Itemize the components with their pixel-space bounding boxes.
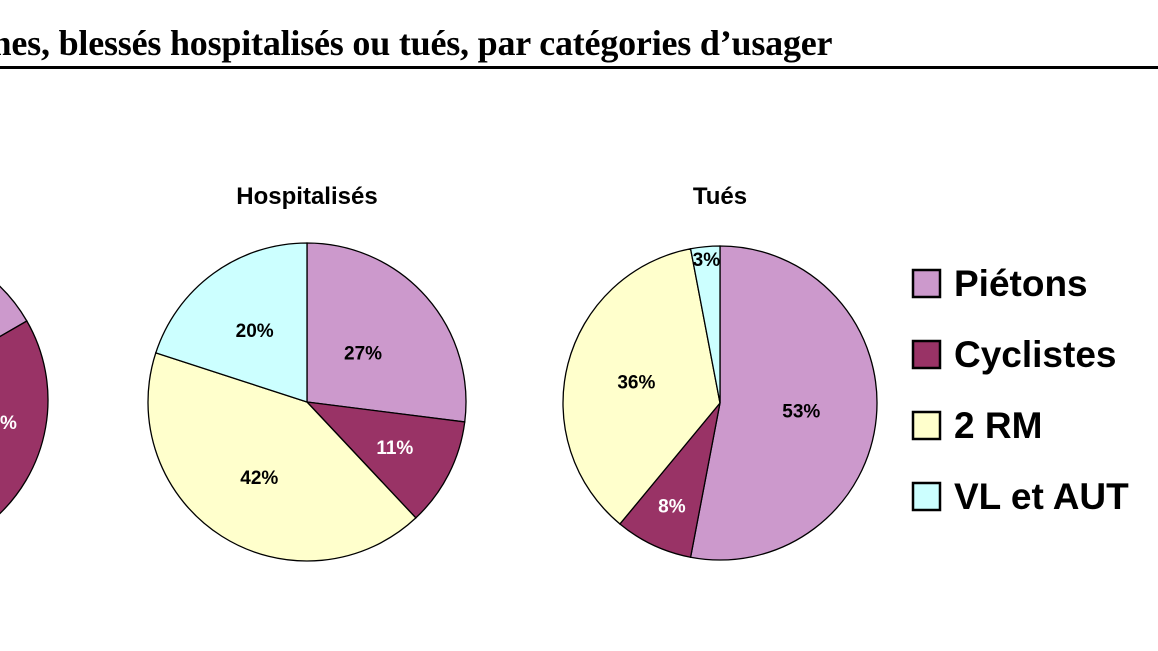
pie-chart-tues: 53% 8% 36% 3% Tués xyxy=(562,183,878,561)
pie-slice-pi-tons xyxy=(306,242,467,423)
pie-slice-cyclistes xyxy=(305,401,466,519)
pie-chart-cropped: % xyxy=(0,285,49,515)
pie-slice-label-vl-et-aut: 3% xyxy=(693,250,721,271)
title-underline xyxy=(0,66,1158,69)
legend-swatch-cyclistes xyxy=(911,339,942,370)
page-title: times, blessés hospitalisés ou tués, par… xyxy=(0,23,833,63)
pie-slice-label-cyclistes: 11% xyxy=(376,438,413,459)
pie-title: Tués xyxy=(693,183,747,210)
legend-label-pi-tons: Piétons xyxy=(954,263,1088,304)
legend-swatch-vl-et-aut xyxy=(911,481,942,512)
pie-slice-vl-et-aut xyxy=(154,242,308,403)
legend-label-cyclistes: Cyclistes xyxy=(954,334,1117,375)
legend-label-2-rm: 2 RM xyxy=(954,405,1042,446)
pie-slice-label-cyclistes: 8% xyxy=(658,496,686,517)
legend-swatch-2-rm xyxy=(911,410,942,441)
legend-swatch-pi-tons xyxy=(911,268,942,299)
pie-slice-label-2-rm: 42% xyxy=(240,468,278,489)
pie-slice-2-rm xyxy=(147,352,417,562)
legend: Piétons Cyclistes 2 RM VL et AUT xyxy=(911,263,1129,517)
pie-chart-hospitalises: 27% 11% 42% 20% Hospitalisés xyxy=(147,183,467,562)
pie-slice-pi-tons xyxy=(0,285,28,338)
pie-title: Hospitalisés xyxy=(236,183,377,210)
legend-label-vl-et-aut: VL et AUT xyxy=(954,476,1129,517)
pie-slice-pi-tons xyxy=(689,245,878,561)
pie-slice-label-pi-tons: 53% xyxy=(782,402,820,423)
pie-slice-cyclistes xyxy=(0,320,49,515)
pie-slice-2-rm xyxy=(562,248,721,525)
pie-slice-label-pi-tons: 27% xyxy=(344,344,382,365)
pie-slice-label: % xyxy=(0,413,17,434)
pie-slice-label-vl-et-aut: 20% xyxy=(236,321,274,342)
pie-slice-label-2-rm: 36% xyxy=(617,373,655,394)
pie-slice-vl-et-aut xyxy=(689,245,721,404)
